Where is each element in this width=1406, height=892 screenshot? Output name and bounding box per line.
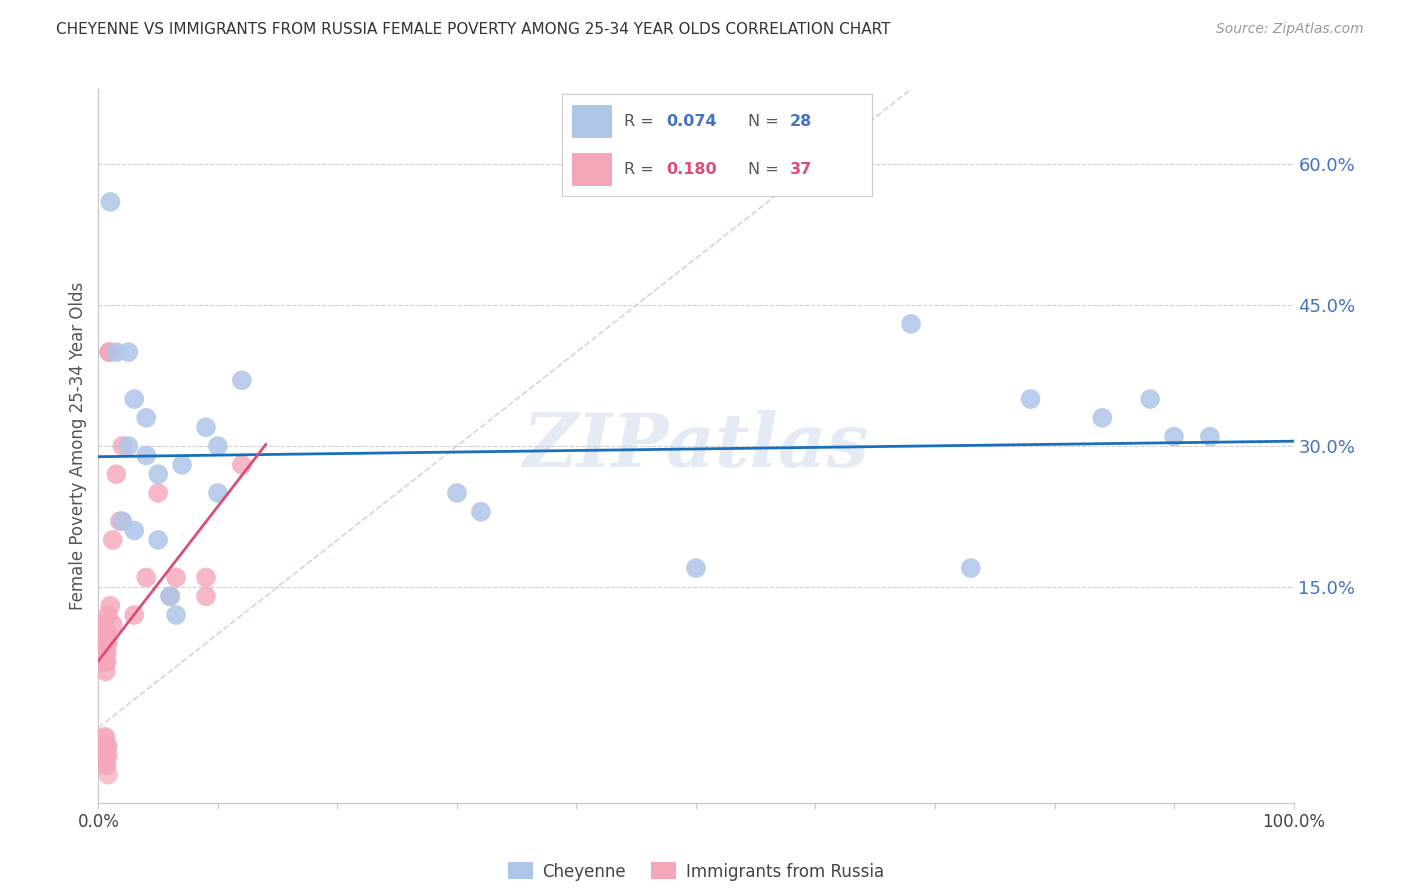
Text: CHEYENNE VS IMMIGRANTS FROM RUSSIA FEMALE POVERTY AMONG 25-34 YEAR OLDS CORRELAT: CHEYENNE VS IMMIGRANTS FROM RUSSIA FEMAL… <box>56 22 891 37</box>
Point <box>97 627 120 641</box>
Point <box>97 739 120 754</box>
Text: 0.180: 0.180 <box>666 162 717 178</box>
Point <box>194 570 218 584</box>
Point <box>231 458 253 472</box>
Legend: Cheyenne, Immigrants from Russia: Cheyenne, Immigrants from Russia <box>501 855 891 888</box>
Point <box>111 439 134 453</box>
Point <box>90 636 112 650</box>
Point <box>1019 392 1042 406</box>
Point <box>124 392 146 406</box>
Point <box>159 589 181 603</box>
Point <box>148 486 170 500</box>
Point <box>231 373 253 387</box>
Point <box>135 410 157 425</box>
Point <box>101 617 124 632</box>
Point <box>94 739 117 754</box>
Text: N =: N = <box>748 114 785 128</box>
Point <box>93 748 115 763</box>
Point <box>105 345 128 359</box>
Point <box>1163 429 1185 443</box>
Point <box>148 533 170 547</box>
Point <box>117 345 139 359</box>
Point <box>98 599 122 613</box>
Point <box>91 655 114 669</box>
Text: N =: N = <box>748 162 785 178</box>
Point <box>148 467 170 482</box>
Point <box>111 514 134 528</box>
Point <box>98 345 121 359</box>
Point <box>207 439 229 453</box>
Point <box>98 194 122 209</box>
Point <box>124 607 146 622</box>
Point <box>97 767 120 781</box>
Bar <box>572 105 612 137</box>
Point <box>194 420 218 434</box>
Point <box>91 617 114 632</box>
Point <box>194 589 218 603</box>
Point <box>685 561 707 575</box>
Point <box>135 449 157 463</box>
Point <box>105 467 128 482</box>
Point <box>96 748 118 763</box>
Point <box>97 636 120 650</box>
Point <box>101 533 124 547</box>
Point <box>94 646 117 660</box>
Point <box>94 758 117 772</box>
Point <box>97 607 120 622</box>
Point <box>94 655 117 669</box>
Point <box>94 665 117 679</box>
Point <box>91 739 114 754</box>
Point <box>93 655 115 669</box>
Point <box>446 486 468 500</box>
Point <box>93 627 115 641</box>
Point <box>1091 410 1114 425</box>
Point <box>91 636 114 650</box>
Point <box>165 607 187 622</box>
Point <box>96 636 118 650</box>
Y-axis label: Female Poverty Among 25-34 Year Olds: Female Poverty Among 25-34 Year Olds <box>69 282 87 610</box>
Point <box>124 524 146 538</box>
Point <box>94 730 117 744</box>
Point <box>108 514 131 528</box>
Point <box>97 748 120 763</box>
Point <box>900 317 922 331</box>
Point <box>172 458 194 472</box>
Point <box>1139 392 1161 406</box>
Point <box>96 655 118 669</box>
Point <box>98 345 121 359</box>
Text: R =: R = <box>624 162 659 178</box>
Bar <box>572 153 612 186</box>
Text: 28: 28 <box>790 114 813 128</box>
Point <box>96 627 118 641</box>
Text: 37: 37 <box>790 162 813 178</box>
Point <box>93 636 115 650</box>
Point <box>470 505 492 519</box>
Point <box>159 589 181 603</box>
Point <box>959 561 981 575</box>
Point <box>91 627 114 641</box>
Point <box>91 646 114 660</box>
Text: Source: ZipAtlas.com: Source: ZipAtlas.com <box>1216 22 1364 37</box>
Point <box>96 646 118 660</box>
Point <box>1198 429 1220 443</box>
Text: R =: R = <box>624 114 659 128</box>
Point <box>207 486 229 500</box>
Text: 0.074: 0.074 <box>666 114 717 128</box>
Point <box>117 439 139 453</box>
Point <box>135 570 157 584</box>
Point <box>93 617 115 632</box>
Point <box>96 739 118 754</box>
Point <box>96 758 118 772</box>
Point <box>91 739 114 754</box>
Point <box>93 646 115 660</box>
Point <box>165 570 187 584</box>
Point <box>93 730 115 744</box>
Text: ZIPatlas: ZIPatlas <box>523 409 869 483</box>
